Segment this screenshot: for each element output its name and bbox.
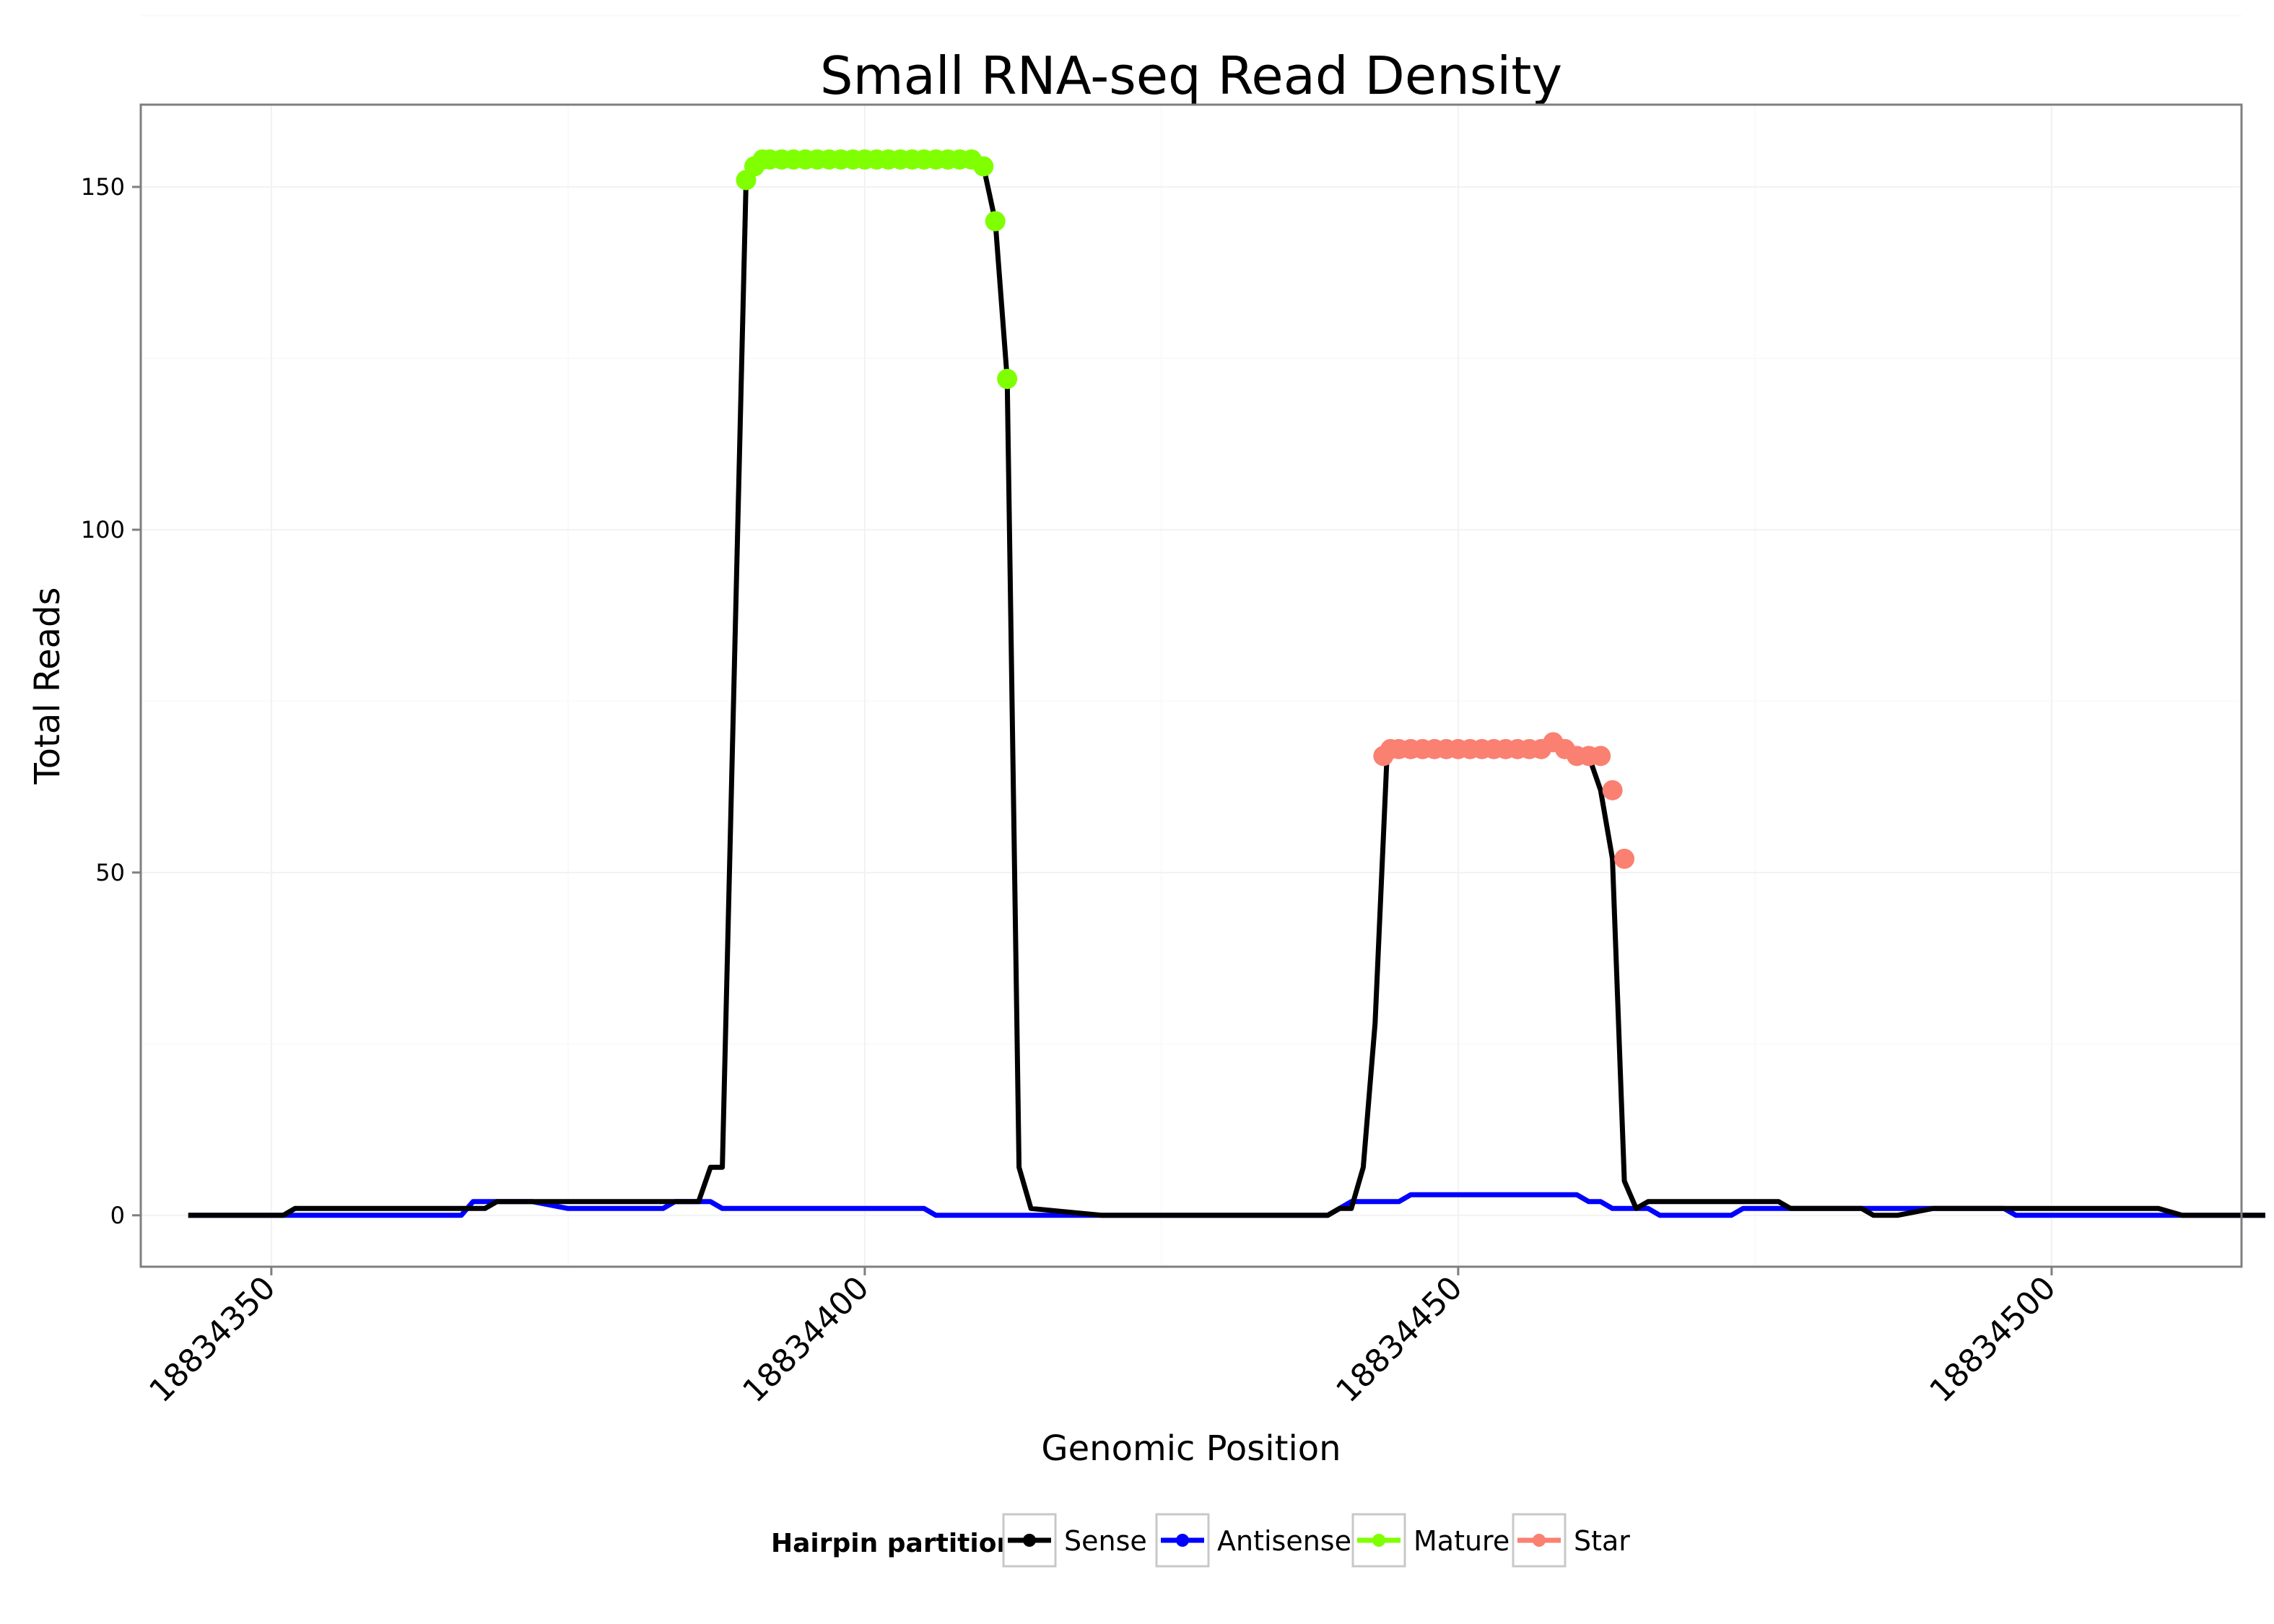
x-tick-label: 18834450 (1329, 1270, 1469, 1410)
y-tick-label: 0 (110, 1202, 125, 1229)
x-tick-label: 18834400 (736, 1270, 876, 1410)
legend-entry-star: Star (1512, 1513, 1630, 1568)
legend: Hairpin partition Sense Antisense Mature St… (771, 1513, 1630, 1568)
chart-title: Small RNA-seq Read Density (820, 45, 1562, 106)
data-point-star (1602, 780, 1623, 800)
plot-panel (139, 14, 2265, 1268)
legend-key-point (1372, 1534, 1385, 1547)
series-line-sense (188, 157, 2265, 1218)
plot-border (139, 103, 2243, 1268)
legend-entry-antisense: Antisense (1155, 1513, 1351, 1568)
y-tick-label: 150 (81, 173, 125, 201)
legend-label: Antisense (1217, 1525, 1351, 1557)
series-points (736, 149, 1635, 869)
grid-minor (141, 14, 2242, 1267)
data-point-mature (973, 156, 994, 177)
y-axis: 0 50 100 150 (81, 173, 141, 1229)
grid-major (141, 105, 2242, 1267)
x-tick-label: 18834500 (1922, 1270, 2062, 1410)
x-axis: 18834350 18834400 18834450 18834500 (142, 1267, 2063, 1410)
data-point-mature (985, 211, 1006, 232)
series-lines (188, 157, 2265, 1218)
legend-title: Hairpin partition (771, 1529, 1015, 1558)
legend-label: Star (1574, 1525, 1630, 1557)
legend-key-point (1176, 1534, 1189, 1547)
x-tick-label: 18834350 (142, 1270, 282, 1410)
y-tick-label: 100 (81, 516, 125, 543)
legend-entry-mature: Mature (1351, 1513, 1510, 1568)
plot-background (139, 103, 2243, 1268)
x-axis-title: Genomic Position (1041, 1428, 1341, 1469)
data-point-mature (997, 368, 1018, 389)
y-axis-title: Total Reads (27, 588, 68, 785)
legend-entry-sense: Sense (1002, 1513, 1147, 1568)
data-point-star (1614, 848, 1635, 869)
y-tick-label: 50 (95, 859, 125, 886)
legend-key-point (1023, 1534, 1036, 1547)
legend-label: Mature (1413, 1525, 1510, 1557)
data-point-star (1590, 746, 1611, 767)
legend-key-point (1533, 1534, 1546, 1547)
legend-label: Sense (1064, 1525, 1147, 1557)
